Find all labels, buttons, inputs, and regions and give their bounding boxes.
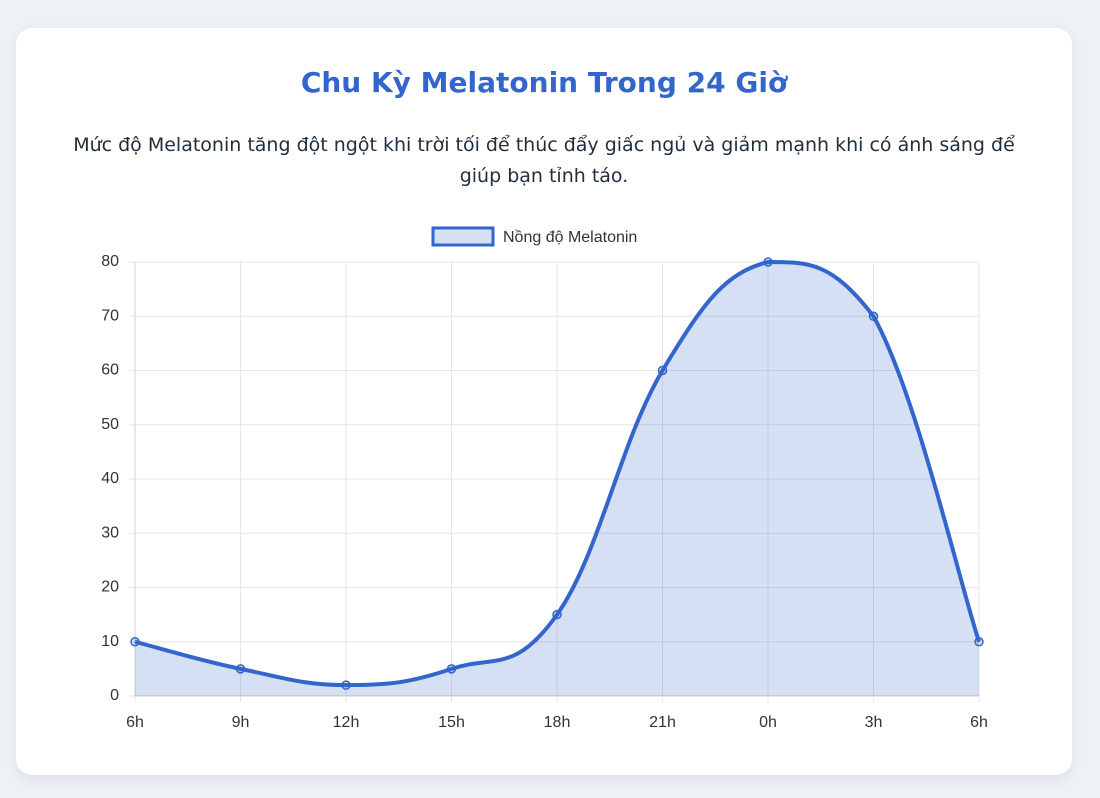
x-tick-label: 0h: [759, 714, 777, 731]
y-tick-label: 40: [101, 470, 119, 487]
y-tick-label: 20: [101, 579, 119, 596]
x-tick-label: 15h: [438, 714, 465, 731]
legend-label: Nồng độ Melatonin: [503, 229, 637, 246]
point: [763, 257, 773, 267]
x-tick-label: 6h: [126, 714, 144, 731]
point: [341, 680, 351, 690]
y-tick-label: 70: [101, 307, 119, 324]
point: [130, 637, 140, 647]
point: [446, 664, 457, 674]
x-tick-label: 9h: [232, 714, 250, 731]
chart-subtitle: Mức độ Melatonin tăng đột ngột khi trời …: [73, 134, 1015, 187]
x-tick-label: 12h: [333, 714, 360, 731]
legend-swatch: [431, 226, 495, 247]
y-tick-label: 80: [101, 253, 119, 270]
y-tick-label: 10: [101, 633, 119, 650]
area: [135, 262, 979, 696]
card: Chu Kỳ Melatonin Trong 24 Giờ Mức độ Mel…: [16, 28, 1072, 775]
point: [235, 664, 246, 674]
x-tick-label: 3h: [865, 714, 883, 731]
x-tick-label: 6h: [970, 714, 988, 731]
point: [974, 637, 984, 647]
point: [657, 365, 668, 376]
line: [134, 259, 981, 688]
point: [552, 609, 562, 620]
x-tick-label: 18h: [544, 714, 571, 731]
y-tick-label: 50: [101, 416, 119, 433]
y-tick-label: 0: [110, 687, 119, 704]
y-tick-label: 30: [101, 524, 119, 541]
y-tick-label: 60: [101, 362, 119, 379]
chart-title: Chu Kỳ Melatonin Trong 24 Giờ: [300, 66, 788, 99]
x-tick-label: 21h: [649, 714, 676, 731]
point: [868, 311, 879, 321]
